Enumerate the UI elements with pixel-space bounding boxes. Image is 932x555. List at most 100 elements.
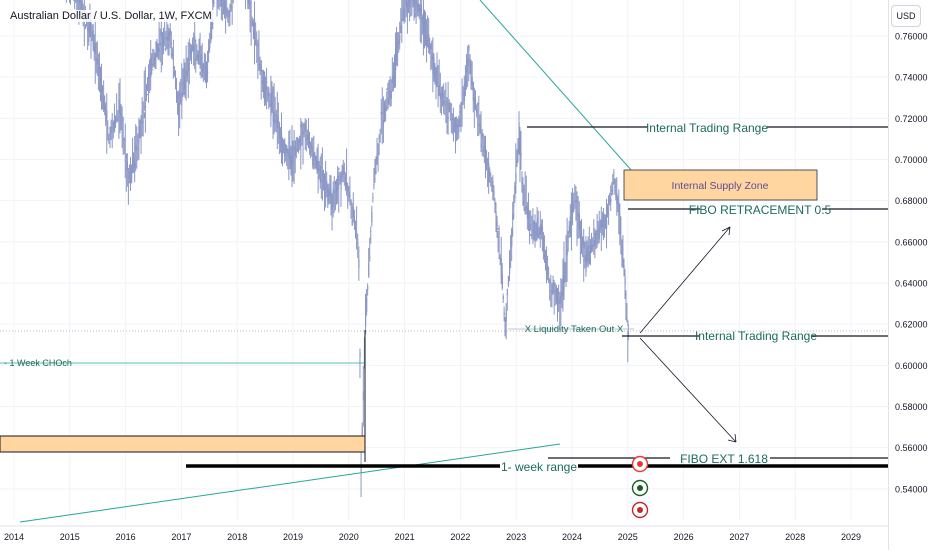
price-bar — [200, 54, 202, 65]
price-bar — [371, 212, 373, 223]
price-bar — [386, 88, 388, 91]
price-bar — [494, 202, 496, 206]
price-bar — [471, 76, 473, 85]
price-bar — [427, 39, 429, 48]
x-tick-label: 2018 — [227, 532, 247, 542]
price-bar — [362, 391, 365, 401]
price-bar — [436, 74, 438, 76]
price-bar — [263, 71, 266, 98]
price-bar — [620, 237, 622, 239]
price-bar — [486, 159, 488, 162]
price-bar — [228, 10, 230, 17]
price-bar — [463, 83, 466, 102]
price-bar — [368, 262, 370, 278]
price-bar — [451, 118, 454, 120]
price-bar — [466, 67, 468, 73]
price-bar — [595, 234, 597, 239]
price-bar — [393, 63, 396, 79]
x-tick-label: 2020 — [339, 532, 359, 542]
price-bar — [84, 24, 87, 29]
price-bar — [506, 288, 508, 296]
price-bar — [306, 135, 309, 140]
price-bar — [433, 57, 435, 79]
price-bar — [597, 230, 599, 232]
price-bar — [500, 258, 502, 285]
price-bar — [483, 145, 486, 153]
price-bar — [618, 202, 620, 217]
price-axis: 0.76000 0.74000 0.72000 0.70000 0.68000 0.660… — [895, 32, 928, 495]
chart-annotations: Internal Trading Range0.71606Internal Su… — [0, 0, 932, 523]
price-bar — [447, 117, 449, 119]
price-bar — [140, 114, 142, 124]
price-bar — [488, 163, 490, 182]
price-bar — [317, 160, 319, 172]
y-tick-label: 0.64000 — [895, 278, 928, 288]
price-bar — [434, 66, 436, 68]
price-bar — [511, 229, 513, 247]
price-bar — [496, 220, 498, 227]
price-bar — [535, 233, 537, 235]
price-bar — [278, 124, 281, 137]
price-bar — [359, 352, 361, 357]
price-bar — [456, 124, 458, 128]
price-bar — [288, 149, 290, 160]
price-bar — [596, 232, 598, 236]
price-bar — [468, 45, 470, 51]
price-bar — [117, 116, 119, 118]
price-bar — [612, 181, 614, 186]
y-tick-label: 0.76000 — [895, 32, 928, 42]
price-bar — [131, 171, 133, 184]
price-bar — [617, 199, 619, 201]
price-bar — [448, 102, 450, 113]
price-bar — [546, 271, 548, 275]
price-bar — [196, 54, 198, 59]
price-axis-panel[interactable]: 0.76000 0.74000 0.72000 0.70000 0.68000 0.660… — [888, 0, 932, 550]
price-bar — [350, 199, 352, 207]
price-bar — [479, 123, 481, 134]
price-bar — [169, 29, 171, 36]
price-bar — [124, 159, 126, 161]
price-bar — [156, 50, 158, 53]
price-bar — [320, 179, 323, 183]
price-bar — [602, 214, 605, 227]
price-bar — [473, 97, 476, 109]
price-bar — [603, 224, 606, 228]
price-bar — [120, 112, 122, 116]
price-bar — [422, 12, 425, 35]
x-tick-label: 2028 — [785, 532, 805, 542]
price-bar — [385, 106, 387, 112]
projection-arrow-down — [639, 337, 737, 443]
price-bar — [269, 103, 271, 107]
price-bar — [455, 133, 457, 135]
price-bar — [610, 198, 612, 203]
price-bar — [354, 235, 357, 237]
price-bar — [501, 274, 503, 288]
price-bar — [460, 102, 462, 112]
price-bar — [570, 206, 573, 216]
price-bar — [578, 213, 580, 230]
price-bar — [514, 185, 516, 199]
price-bar — [90, 40, 92, 42]
price-bar — [489, 170, 491, 177]
price-bar — [388, 97, 390, 99]
price-bar — [303, 125, 305, 127]
price-bar — [525, 205, 527, 211]
price-bar — [201, 64, 203, 78]
price-bar — [73, 0, 75, 1]
price-bar — [507, 276, 510, 286]
price-bar — [526, 206, 529, 219]
price-bar — [519, 138, 521, 158]
price-bar — [423, 18, 426, 31]
price-bar — [177, 94, 179, 98]
price-bar — [279, 136, 282, 139]
price-bar — [399, 35, 401, 41]
price-bar — [146, 94, 149, 96]
price-bar — [109, 138, 111, 140]
currency-button[interactable]: USD — [891, 5, 921, 27]
price-bar — [182, 82, 184, 86]
price-bar — [336, 188, 338, 192]
price-bar — [624, 276, 626, 286]
price-bar — [599, 219, 601, 227]
price-bar — [366, 296, 368, 312]
